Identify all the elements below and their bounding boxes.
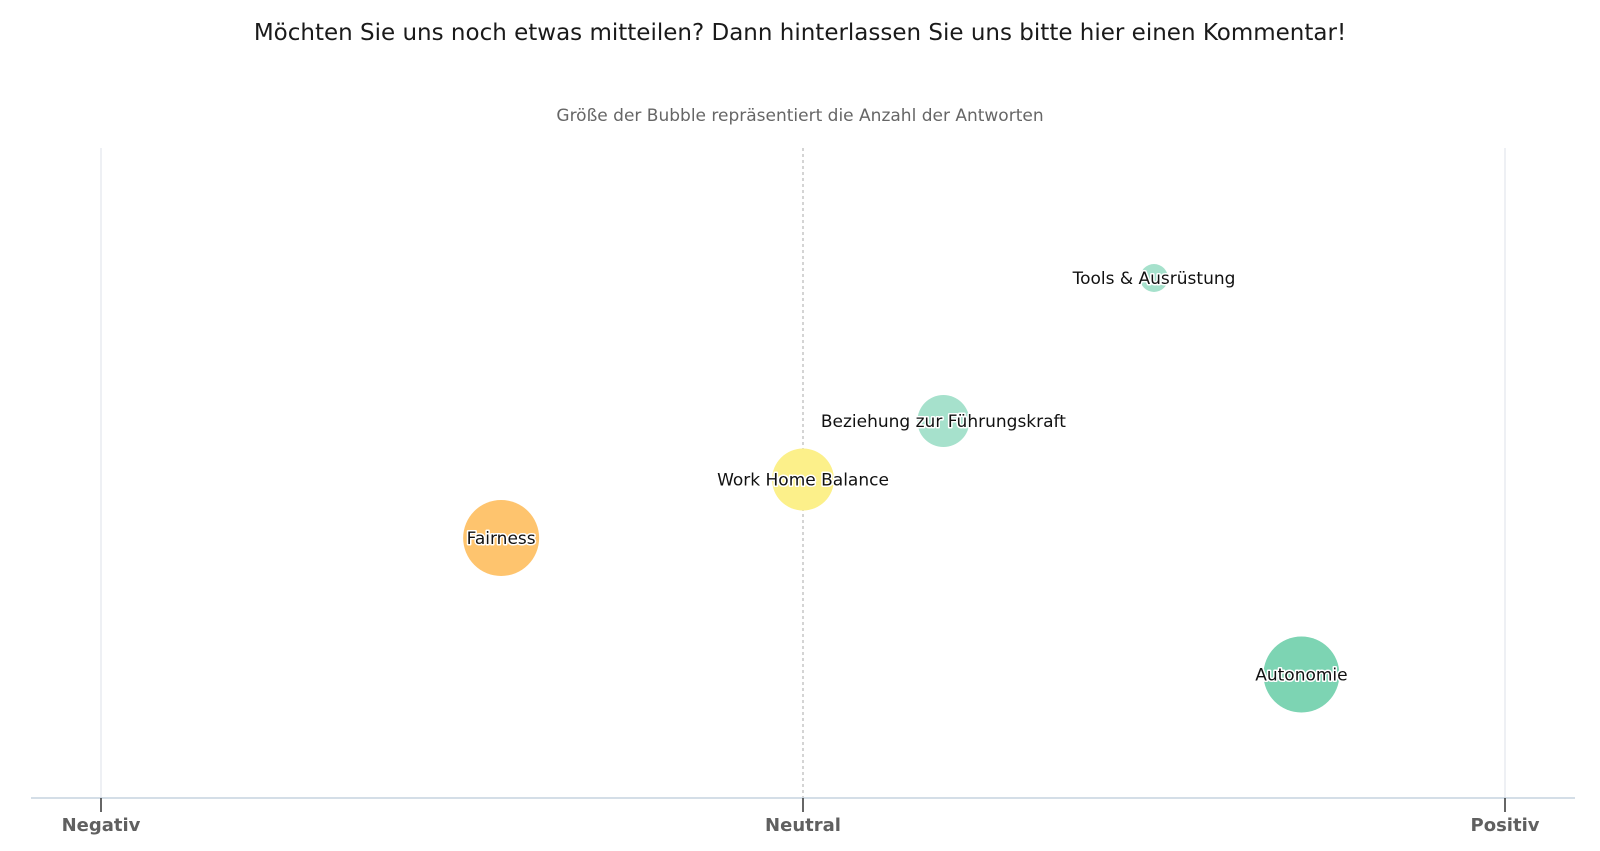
bubble	[463, 500, 540, 576]
bubble	[1263, 636, 1340, 713]
bubble-label: Work Home Balance	[717, 471, 889, 491]
bubble	[772, 448, 834, 511]
chart-subtitle: Größe der Bubble repräsentiert die Anzah…	[556, 106, 1044, 126]
bubble	[1140, 264, 1168, 292]
bubble-label: Beziehung zur Führungskraft	[821, 412, 1066, 432]
chart-title: Möchten Sie uns noch etwas mitteilen? Da…	[253, 20, 1347, 46]
bubble-label: Fairness	[467, 529, 536, 549]
x-tick-label: Neutral	[765, 815, 841, 836]
bubble-label: Tools & Ausrüstung	[1072, 269, 1236, 289]
x-tick-label: Negativ	[62, 815, 141, 836]
bubble-label: Autonomie	[1255, 666, 1347, 686]
x-tick-label: Positiv	[1471, 815, 1540, 836]
bubble	[917, 395, 970, 447]
